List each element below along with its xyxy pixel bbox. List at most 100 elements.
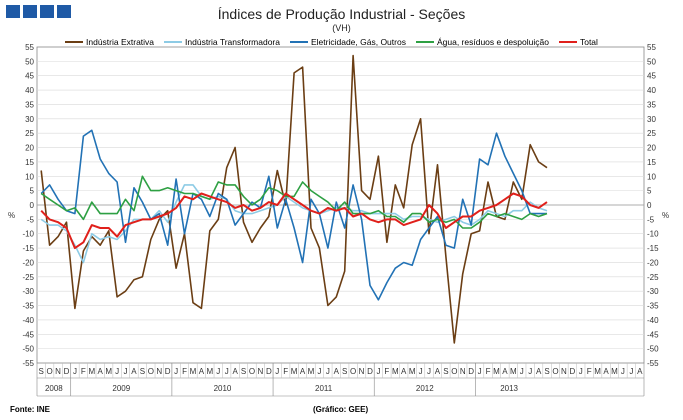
y-tick-label-right: -45 xyxy=(647,330,659,339)
x-tick-label: A xyxy=(401,367,407,376)
x-tick-label: M xyxy=(493,367,500,376)
x-tick-label: D xyxy=(367,367,373,376)
x-tick-label: J xyxy=(115,367,119,376)
y-tick-label-right: 20 xyxy=(647,144,656,153)
x-tick-label: M xyxy=(308,367,315,376)
logo-block-3 xyxy=(40,5,54,18)
x-tick-label: J xyxy=(478,367,482,376)
legend-swatch-eletricidade xyxy=(290,41,308,43)
y-tick-label-right: 55 xyxy=(647,43,656,52)
x-tick-label: N xyxy=(359,367,365,376)
y-tick-label-right: 15 xyxy=(647,158,656,167)
x-tick-label: J xyxy=(528,367,532,376)
x-tick-label: M xyxy=(510,367,517,376)
x-tick-label: A xyxy=(199,367,205,376)
logo-block-1 xyxy=(6,5,20,18)
series-line-transformadora xyxy=(40,184,548,264)
x-tick-label: J xyxy=(216,367,220,376)
x-tick-label: S xyxy=(39,367,44,376)
x-tick-label: F xyxy=(587,367,592,376)
y-tick-label-left: -15 xyxy=(22,244,34,253)
y-tick-label-left: -45 xyxy=(22,330,34,339)
source-note: Fonte: INE xyxy=(10,405,50,414)
y-tick-label-left: 55 xyxy=(25,43,34,52)
x-tick-label: A xyxy=(603,367,609,376)
x-tick-label: M xyxy=(291,367,298,376)
series-line-eletricidade xyxy=(40,129,547,301)
y-tick-label-right: -30 xyxy=(647,287,659,296)
y-tick-label-left: 5 xyxy=(30,187,35,196)
x-tick-label: O xyxy=(451,367,457,376)
x-tick-label: F xyxy=(486,367,491,376)
x-tick-label: A xyxy=(435,367,441,376)
year-label: 2010 xyxy=(214,384,232,393)
series-line-total xyxy=(40,192,548,250)
x-tick-label: A xyxy=(637,367,643,376)
x-tick-label: M xyxy=(206,367,213,376)
x-tick-label: D xyxy=(468,367,474,376)
y-tick-label-right: -55 xyxy=(647,359,659,368)
x-tick-label: J xyxy=(376,367,380,376)
y-tick-label-left: 45 xyxy=(25,72,34,81)
y-tick-label-left: 30 xyxy=(25,115,34,124)
x-tick-label: O xyxy=(47,367,53,376)
y-tick-label-left: -30 xyxy=(22,287,34,296)
logo-block-4 xyxy=(57,5,71,18)
x-tick-label: D xyxy=(569,367,575,376)
y-tick-label-right: 40 xyxy=(647,86,656,95)
legend-swatch-extrativa xyxy=(65,41,83,43)
y-tick-label-left: -20 xyxy=(22,258,34,267)
x-tick-label: A xyxy=(98,367,104,376)
legend-swatch-agua xyxy=(415,41,434,43)
legend-item-total: Total xyxy=(558,37,598,47)
x-tick-label: O xyxy=(350,367,356,376)
y-tick-label-left: -5 xyxy=(27,215,35,224)
x-tick-label: S xyxy=(443,367,448,376)
legend-label-total: Total xyxy=(579,37,598,47)
chart-title: Índices de Produção Industrial - Seções xyxy=(217,6,466,22)
x-tick-label: J xyxy=(275,367,279,376)
y-tick-label-right: 10 xyxy=(647,172,656,181)
x-tick-label: O xyxy=(552,367,558,376)
y-tick-label-left: 20 xyxy=(25,144,34,153)
x-tick-label: J xyxy=(326,367,330,376)
publisher-logo xyxy=(6,5,71,18)
x-tick-label: J xyxy=(124,367,128,376)
legend-label-transformadora: Indústria Transformadora xyxy=(185,37,280,47)
y-tick-label-left: 40 xyxy=(25,86,34,95)
logo-block-2 xyxy=(23,5,37,18)
legend-label-eletricidade: Eletricidade, Gás, Outros xyxy=(311,37,406,47)
y-tick-label-right: -35 xyxy=(647,302,659,311)
x-tick-label: F xyxy=(182,367,187,376)
x-tick-label: A xyxy=(232,367,238,376)
chart-credit: (Gráfico: GEE) xyxy=(313,405,369,414)
y-tick-label-right: 5 xyxy=(647,187,652,196)
legend-label-extrativa: Indústria Extrativa xyxy=(86,37,155,47)
x-tick-label: A xyxy=(131,367,137,376)
year-label: 2008 xyxy=(45,384,63,393)
y-axis-label-left: % xyxy=(8,211,15,220)
year-label: 2009 xyxy=(112,384,130,393)
y-tick-label-right: -20 xyxy=(647,258,659,267)
year-label: 2012 xyxy=(416,384,434,393)
legend-swatch-total xyxy=(558,41,577,43)
x-tick-label: D xyxy=(165,367,171,376)
x-tick-label: N xyxy=(156,367,162,376)
y-tick-label-right: 35 xyxy=(647,100,656,109)
y-tick-label-left: -35 xyxy=(22,302,34,311)
legend-item-agua: Água, resíduos e despoluição xyxy=(415,37,549,47)
y-tick-label-left: 25 xyxy=(25,129,34,138)
x-tick-label: M xyxy=(392,367,399,376)
x-tick-label: O xyxy=(249,367,255,376)
y-tick-label-right: -10 xyxy=(647,230,659,239)
series-line-agua xyxy=(40,175,548,229)
x-tick-label: A xyxy=(300,367,306,376)
x-tick-label: J xyxy=(225,367,229,376)
y-tick-label-right: -40 xyxy=(647,316,659,325)
x-tick-label: O xyxy=(148,367,154,376)
y-tick-label-left: 0 xyxy=(30,201,35,210)
x-tick-label: J xyxy=(579,367,583,376)
y-tick-label-right: 50 xyxy=(647,57,656,66)
x-tick-label: D xyxy=(64,367,70,376)
